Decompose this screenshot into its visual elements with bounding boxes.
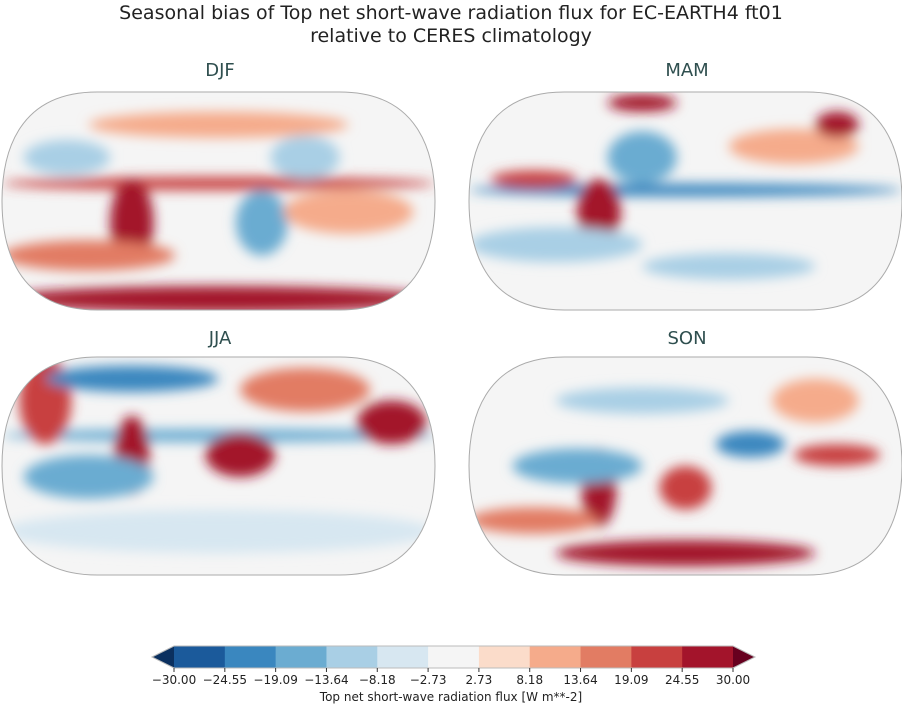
- bias-field-region: [577, 179, 621, 245]
- colorbar-tick-label: 30.00: [715, 673, 751, 687]
- colorbar-segment: [682, 646, 734, 668]
- colorbar-tick-label: −24.55: [202, 673, 248, 687]
- colorbar-tick-label: −8.18: [358, 673, 396, 687]
- bias-field-region: [2, 240, 176, 271]
- colorbar-segment: [428, 646, 480, 668]
- colorbar-segment: [174, 646, 226, 668]
- colorbar-tick-label: 24.55: [664, 673, 700, 687]
- bias-field-region: [772, 378, 859, 423]
- bias-field-region: [469, 227, 643, 263]
- colorbar-tick-label: 13.64: [563, 673, 598, 687]
- colorbar-tick-label: −19.09: [253, 673, 298, 687]
- colorbar-extend-high: [733, 646, 755, 668]
- colorbar-tick-label: −13.64: [304, 673, 349, 687]
- bias-field-region: [815, 111, 859, 138]
- colorbar-segment: [377, 646, 429, 668]
- colorbar-segment: [224, 646, 277, 668]
- bias-field-region: [2, 428, 435, 443]
- bias-field-region: [205, 433, 275, 477]
- bias-field-region: [270, 135, 340, 180]
- bias-field-region: [235, 190, 288, 256]
- colorbar-tick-label: −2.73: [409, 673, 447, 687]
- map-outline: [468, 91, 902, 311]
- colorbar-tick-label: 2.73: [465, 673, 493, 687]
- bias-field-region: [19, 357, 72, 445]
- bias-field-region: [555, 387, 729, 414]
- colorbar-segment: [275, 646, 327, 668]
- map-panel-son: [469, 357, 902, 575]
- bias-field-region: [469, 507, 599, 534]
- colorbar-tick-label: −30.00: [151, 673, 197, 687]
- bias-field-region: [2, 286, 435, 310]
- bias-field-region: [45, 365, 219, 392]
- bias-field-region: [512, 448, 643, 484]
- bias-field-region: [2, 509, 435, 554]
- bias-field-region: [793, 444, 881, 466]
- bias-field-region: [23, 139, 111, 175]
- bias-field-region: [555, 540, 816, 567]
- colorbar-label: Top net short-wave radiation flux [W m**…: [319, 690, 583, 704]
- map-outline: [468, 356, 902, 576]
- colorbar: [150, 645, 757, 672]
- bias-field-region: [357, 400, 427, 445]
- figure-title-line1: Seasonal bias of Top net short-wave radi…: [119, 2, 783, 24]
- bias-field-region: [659, 466, 712, 510]
- bias-field-region: [607, 131, 677, 184]
- colorbar-tick-label: 19.09: [614, 673, 649, 687]
- panel-title-son: SON: [667, 328, 707, 349]
- map-outline: [1, 91, 436, 311]
- colorbar-segment: [478, 646, 531, 668]
- bias-field-region: [728, 129, 859, 164]
- map-panel-mam: [469, 92, 902, 310]
- map-outline: [1, 356, 436, 576]
- bias-field-region: [240, 367, 371, 412]
- bias-field-region: [642, 253, 816, 280]
- map-panel-djf: [1, 92, 435, 310]
- bias-field-region: [715, 431, 786, 458]
- panel-title-jja: JJA: [208, 328, 232, 349]
- bias-field-region: [283, 190, 414, 234]
- colorbar-segment: [631, 646, 683, 668]
- panel-title-mam: MAM: [665, 60, 709, 81]
- colorbar-tick-label: 8.18: [516, 673, 544, 687]
- colorbar-extend-low: [152, 646, 174, 668]
- colorbar-segment: [326, 646, 378, 668]
- bias-field-region: [490, 170, 578, 188]
- bias-field-region: [607, 94, 677, 112]
- bias-field-region: [469, 183, 902, 197]
- figure-title-line2: relative to CERES climatology: [310, 25, 592, 47]
- colorbar-segment: [529, 646, 582, 668]
- map-panel-jja: [1, 357, 435, 575]
- bias-field-region: [88, 111, 349, 138]
- panel-title-djf: DJF: [205, 60, 235, 81]
- colorbar-segment: [580, 646, 632, 668]
- bias-field-region: [2, 177, 435, 191]
- bias-field-region: [23, 455, 154, 499]
